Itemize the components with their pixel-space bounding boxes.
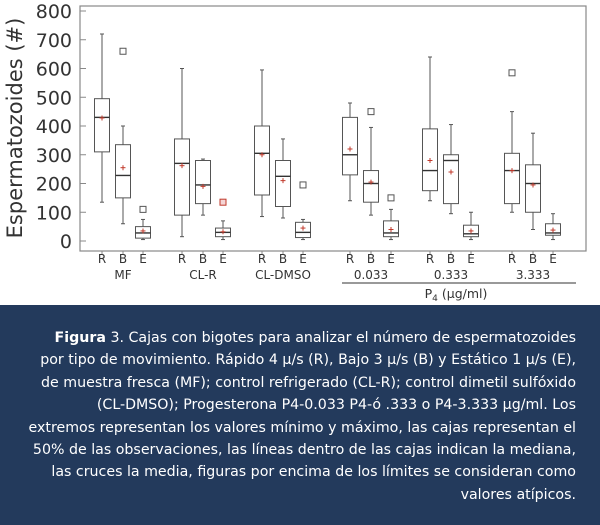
caption-number: 3. xyxy=(110,330,124,346)
box-iqr xyxy=(275,160,291,207)
y-tick-label: 200 xyxy=(36,174,72,196)
x-category-label: E xyxy=(139,252,147,266)
box-iqr xyxy=(115,144,131,199)
y-tick-label: 800 xyxy=(36,1,72,23)
plot-frame xyxy=(79,5,587,252)
outlier-marker xyxy=(119,47,127,55)
outlier-marker xyxy=(508,69,516,77)
x-category-label: E xyxy=(467,252,475,266)
x-category-label: R xyxy=(508,252,516,266)
x-category-label: R xyxy=(178,252,186,266)
y-tick-label: 400 xyxy=(36,116,72,138)
x-group-label: CL-DMSO xyxy=(255,268,311,282)
y-tick-label: 700 xyxy=(36,30,72,52)
chart-svg: 0 100 200 300 400 500 600 700 800 Espermatozoides… xyxy=(3,1,587,304)
x-category-label: E xyxy=(387,252,395,266)
box-iqr xyxy=(174,138,190,216)
x-category-label: B xyxy=(367,252,375,266)
x-category-label: R xyxy=(98,252,106,266)
outlier-marker xyxy=(219,198,227,206)
box-iqr xyxy=(94,98,110,153)
outlier-marker xyxy=(387,194,395,202)
box-iqr xyxy=(342,116,358,176)
box-iqr xyxy=(443,154,459,205)
box-iqr xyxy=(254,125,270,196)
box-iqr xyxy=(363,170,379,203)
x-category-label: B xyxy=(199,252,207,266)
y-tick-label: 0 xyxy=(60,231,72,253)
x-axis-title: P4 (μg/ml) xyxy=(425,286,488,304)
x-category-label: B xyxy=(119,252,127,266)
y-axis-title: Espermatozoides (#) xyxy=(3,18,27,239)
x-category-label: B xyxy=(279,252,287,266)
x-category-label: B xyxy=(529,252,537,266)
x-group-label: 0.333 xyxy=(434,268,468,282)
y-tick-label: 500 xyxy=(36,87,72,109)
box-iqr xyxy=(504,152,520,205)
outlier-marker xyxy=(299,181,307,189)
x-category-label: E xyxy=(549,252,557,266)
box-iqr xyxy=(525,164,541,213)
caption-label: Figura xyxy=(54,330,106,346)
x-group-label: 0.033 xyxy=(354,268,388,282)
x-category-label: E xyxy=(219,252,227,266)
x-category-label: R xyxy=(258,252,266,266)
boxplot-chart: 0 100 200 300 400 500 600 700 800 Espermatozoides… xyxy=(3,1,587,304)
x-group-label: MF xyxy=(114,268,131,282)
y-tick-label: 300 xyxy=(36,145,72,167)
box-iqr xyxy=(195,160,211,205)
x-category-label: E xyxy=(299,252,307,266)
outlier-marker xyxy=(367,108,375,116)
x-category-label: B xyxy=(447,252,455,266)
x-category-label: R xyxy=(346,252,354,266)
x-group-label: CL-R xyxy=(189,268,217,282)
figure-caption-box: Figura 3. Cajas con bigotes para analiza… xyxy=(0,305,600,525)
caption-body: Cajas con bigotes para analizar el númer… xyxy=(28,330,576,503)
figure-caption: Figura 3. Cajas con bigotes para analiza… xyxy=(28,327,576,506)
x-group-label: 3.333 xyxy=(516,268,550,282)
x-category-label: R xyxy=(426,252,434,266)
y-tick-label: 100 xyxy=(36,202,72,224)
outlier-marker xyxy=(139,205,147,213)
y-tick-label: 600 xyxy=(36,59,72,81)
